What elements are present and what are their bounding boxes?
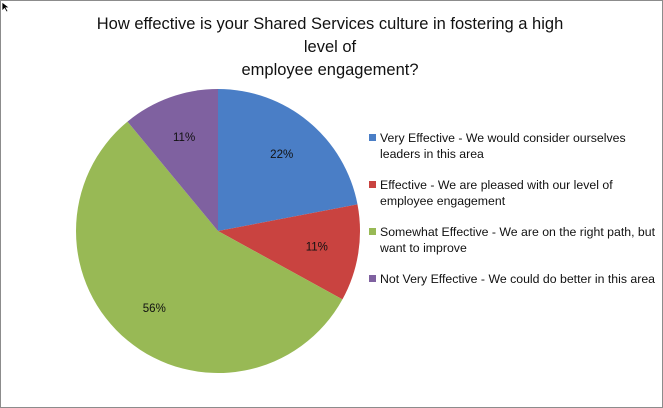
data-label-very-effective: 22% bbox=[270, 149, 293, 161]
legend-item-very-effective: Very Effective - We would consider ourse… bbox=[369, 130, 659, 162]
legend-swatch bbox=[369, 228, 376, 235]
legend-swatch bbox=[369, 275, 376, 282]
chart-title-line: How effective is your Shared Services cu… bbox=[96, 15, 564, 56]
legend-swatch bbox=[369, 134, 376, 141]
chart-title: How effective is your Shared Services cu… bbox=[80, 13, 580, 82]
legend-label-line: Not Very Effective - We could do better … bbox=[380, 272, 655, 286]
legend-label: Not Very Effective - We could do better … bbox=[380, 271, 655, 287]
pie-slice-effective bbox=[218, 204, 360, 300]
legend-item-somewhat-effective: Somewhat Effective - We are on the right… bbox=[369, 224, 659, 256]
legend-item-effective: Effective - We are pleased with our leve… bbox=[369, 177, 659, 209]
legend-label: Very Effective - We would consider ourse… bbox=[380, 130, 626, 162]
pie-slice-very-effective bbox=[218, 89, 358, 231]
legend-label-line: leaders in this area bbox=[380, 147, 484, 161]
legend-label-line: want to improve bbox=[380, 241, 467, 255]
pie-slice-somewhat-effective bbox=[76, 121, 343, 374]
pie-data-labels: 22% 11% 56% 11% bbox=[143, 132, 328, 315]
pie-slices bbox=[76, 89, 360, 374]
mouse-cursor-icon bbox=[1, 1, 11, 13]
data-label-effective: 11% bbox=[306, 242, 328, 254]
data-label-somewhat-effective: 56% bbox=[143, 303, 166, 315]
legend-label: Effective - We are pleased with our leve… bbox=[380, 177, 613, 209]
pie-slice-not-very-effective bbox=[127, 89, 218, 231]
legend-label-line: Somewhat Effective - We are on the right… bbox=[380, 225, 656, 239]
legend-item-not-very-effective: Not Very Effective - We could do better … bbox=[369, 271, 659, 287]
legend-label: Somewhat Effective - We are on the right… bbox=[380, 224, 655, 256]
chart-title-line: employee engagement? bbox=[241, 61, 419, 79]
legend-label-line: Very Effective - We would consider ourse… bbox=[380, 131, 626, 145]
legend-label-line: Effective - We are pleased with our leve… bbox=[380, 178, 613, 192]
data-label-not-very-effective: 11% bbox=[173, 132, 195, 144]
legend-label-line: employee engagement bbox=[380, 194, 506, 208]
chart-legend: Very Effective - We would consider ourse… bbox=[369, 130, 659, 302]
legend-swatch bbox=[369, 181, 376, 188]
